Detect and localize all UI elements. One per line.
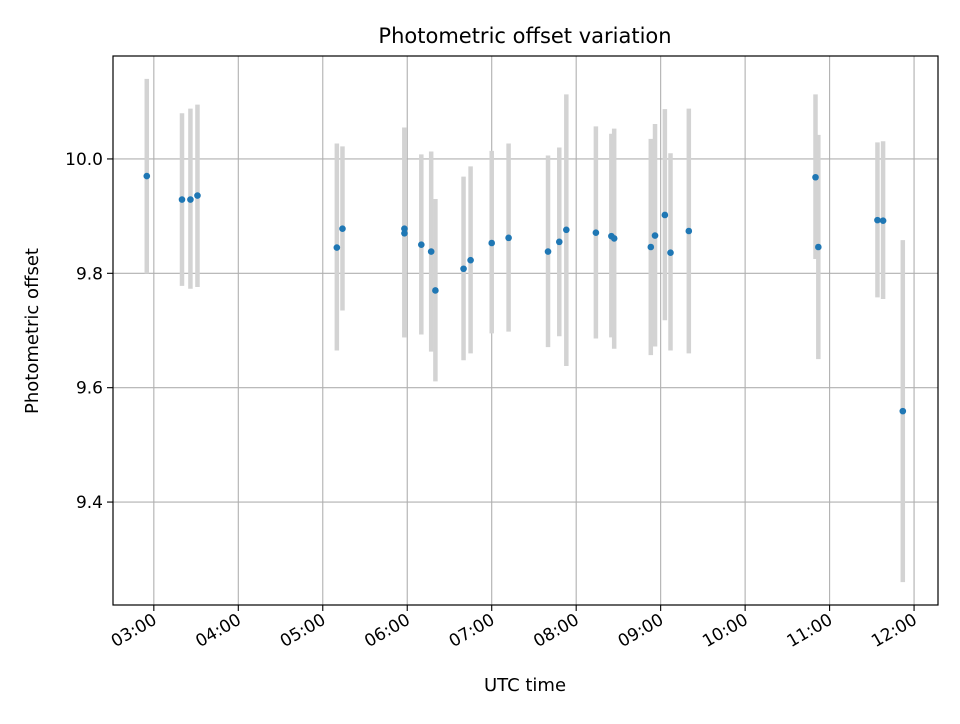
data-point bbox=[874, 216, 881, 224]
data-point bbox=[544, 248, 552, 255]
y-tick-label: 9.8 bbox=[76, 264, 103, 284]
data-point bbox=[651, 232, 659, 239]
data-point bbox=[187, 196, 194, 203]
data-point bbox=[685, 227, 693, 235]
data-point bbox=[418, 241, 425, 249]
y-axis-label: Photometric offset bbox=[22, 248, 43, 414]
data-point bbox=[143, 172, 151, 180]
data-point bbox=[467, 256, 474, 264]
data-point bbox=[563, 226, 570, 234]
data-point bbox=[815, 243, 822, 251]
data-point bbox=[667, 249, 674, 257]
x-axis-label: UTC time bbox=[484, 675, 566, 696]
data-point bbox=[812, 173, 819, 181]
y-axis-ticks: 9.4 9.6 9.8 10.0 bbox=[65, 150, 113, 513]
grid-lines bbox=[113, 56, 938, 605]
chart-title: Photometric offset variation bbox=[378, 24, 671, 48]
data-point bbox=[555, 238, 563, 246]
data-point bbox=[432, 287, 439, 294]
y-tick-label: 10.0 bbox=[65, 150, 103, 170]
data-point bbox=[899, 407, 907, 415]
data-point bbox=[178, 196, 186, 203]
data-point bbox=[592, 229, 600, 237]
data-point bbox=[879, 217, 887, 224]
data-point bbox=[488, 239, 496, 247]
data-point bbox=[194, 192, 201, 199]
data-point bbox=[333, 244, 341, 251]
data-point bbox=[610, 235, 618, 242]
y-tick-label: 9.6 bbox=[76, 379, 103, 399]
data-point bbox=[339, 225, 346, 233]
data-point bbox=[460, 265, 467, 273]
data-point bbox=[647, 243, 655, 251]
y-tick-label: 9.4 bbox=[76, 493, 103, 513]
plot-frame bbox=[112, 55, 939, 606]
data-point bbox=[401, 225, 408, 233]
data-point bbox=[505, 234, 512, 242]
data-points bbox=[143, 172, 907, 415]
data-point bbox=[427, 248, 435, 255]
data-point bbox=[401, 229, 408, 237]
data-point bbox=[661, 211, 669, 219]
